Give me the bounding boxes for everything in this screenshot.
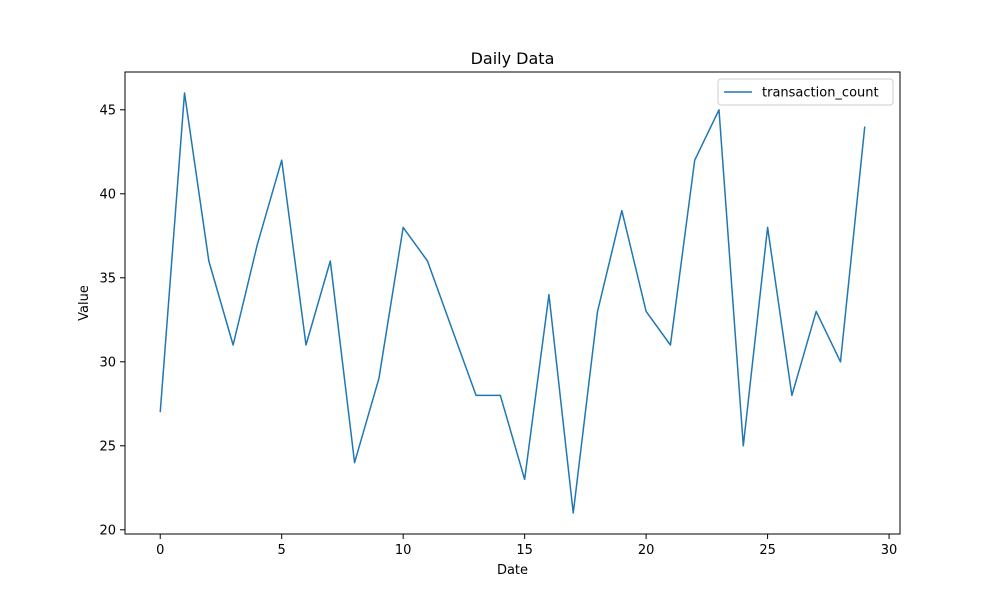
- legend: transaction_count: [717, 78, 894, 106]
- x-tick-label: 15: [516, 543, 533, 558]
- x-tick-label: 0: [156, 543, 164, 558]
- y-tick-label: 25: [99, 439, 116, 454]
- x-tick-label: 25: [759, 543, 776, 558]
- y-axis: 20 25 30 35 40 45: [99, 103, 125, 538]
- x-tick-label: 10: [395, 543, 412, 558]
- legend-label-transaction-count: transaction_count: [762, 86, 879, 101]
- series-line-transaction-count: [159, 92, 866, 514]
- x-axis: 0 5 10 15 20 25 30: [156, 534, 897, 558]
- legend-box: [717, 78, 894, 106]
- y-tick-label: 20: [99, 523, 116, 538]
- y-tick-label: 40: [99, 187, 116, 202]
- y-tick-label: 35: [99, 271, 116, 286]
- y-tick-label: 30: [99, 355, 116, 370]
- x-tick-label: 20: [638, 543, 655, 558]
- y-axis-label: Value: [77, 285, 92, 321]
- y-tick-label: 45: [99, 103, 116, 118]
- x-axis-label: Date: [497, 563, 528, 578]
- plot-area-frame: [124, 71, 901, 535]
- x-tick-label: 5: [278, 543, 286, 558]
- x-tick-label: 30: [881, 543, 898, 558]
- chart-title: Daily Data: [471, 49, 555, 68]
